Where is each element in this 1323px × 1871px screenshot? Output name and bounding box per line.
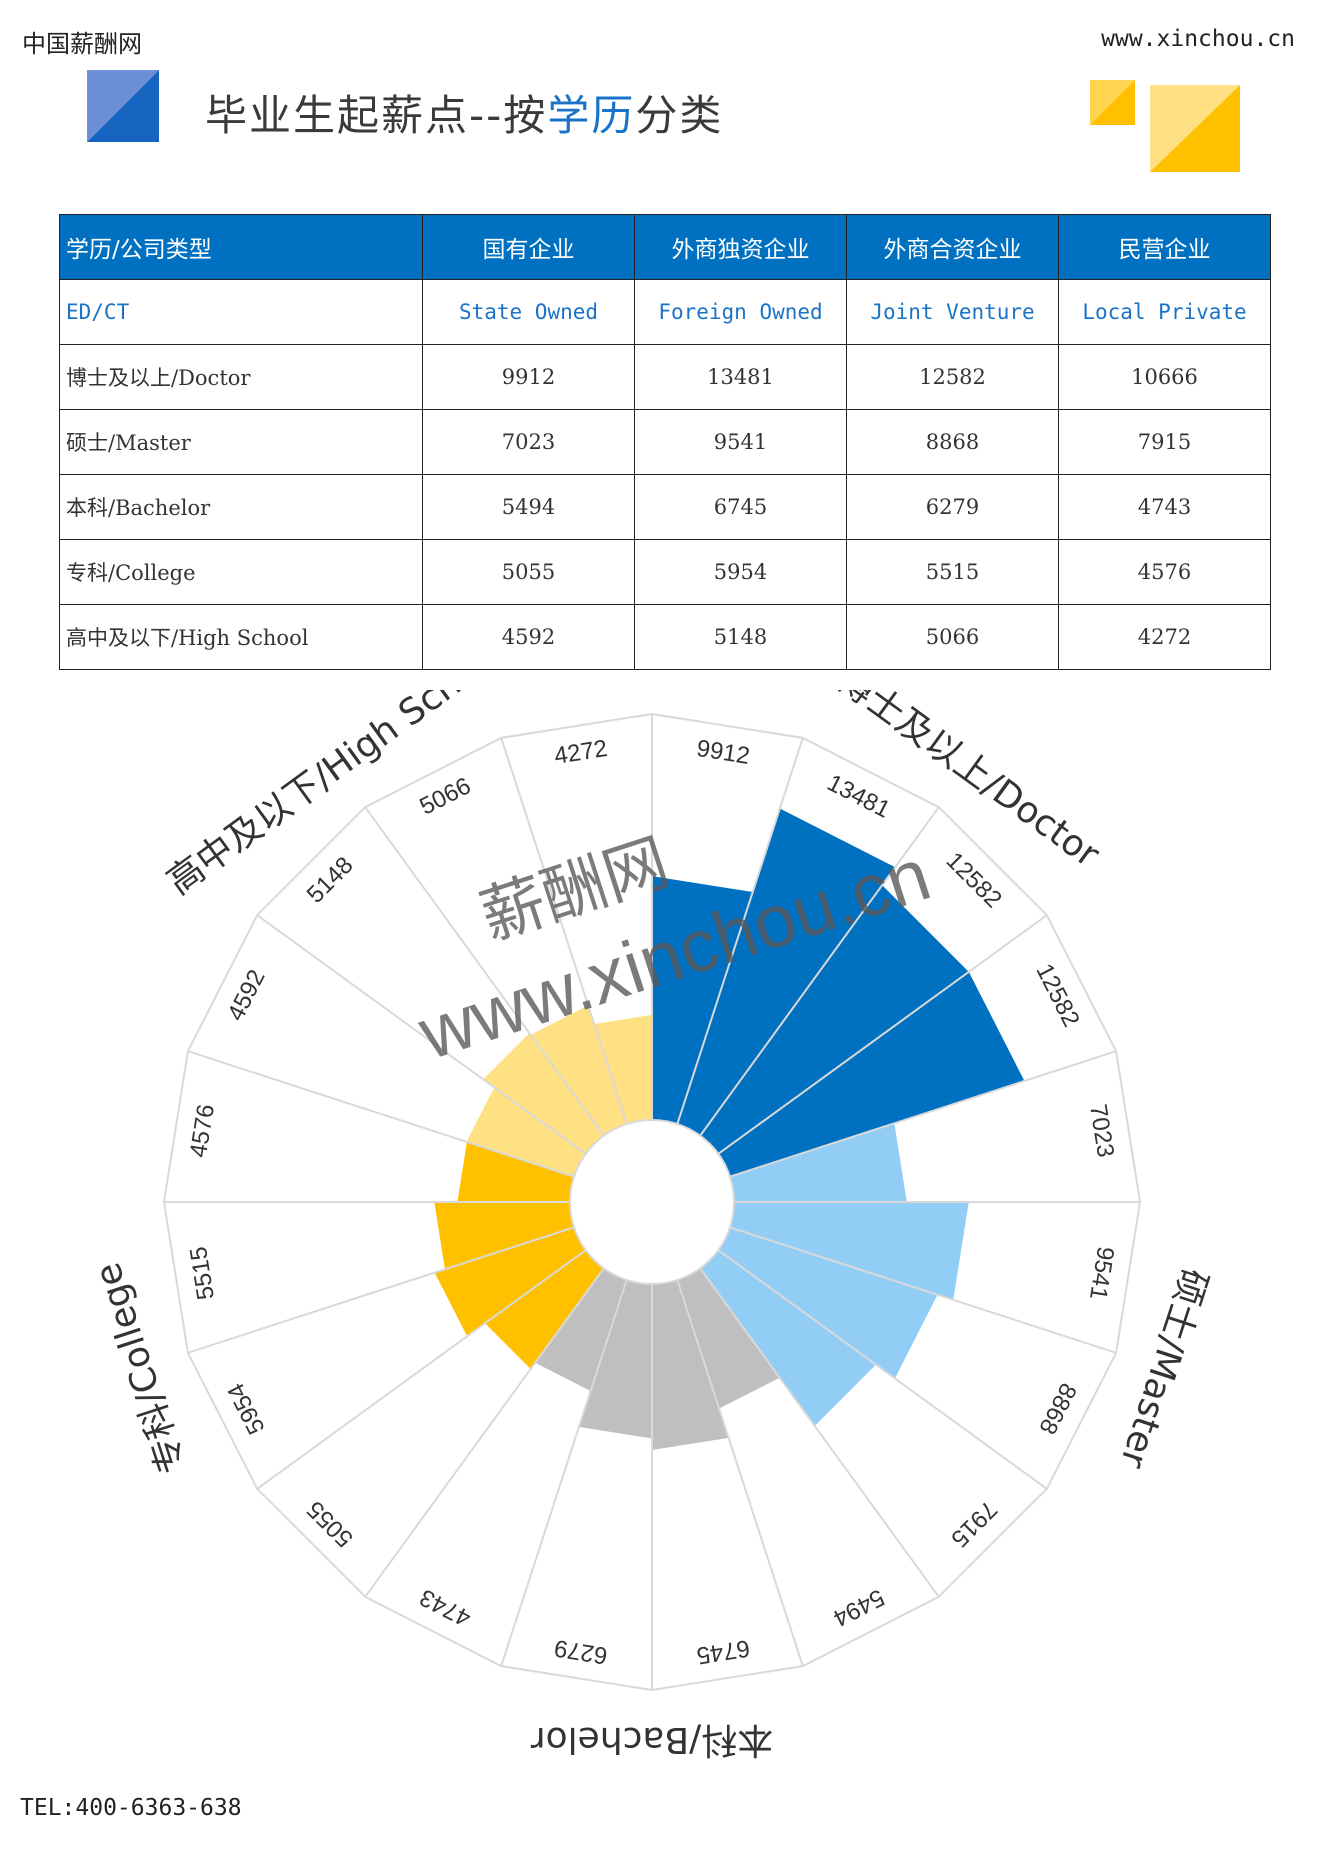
table-cell: 5954 <box>634 539 847 605</box>
data-label: 6279 <box>552 1634 609 1669</box>
salary-table: 学历/公司类型 国有企业 外商独资企业 外商合资企业 民营企业 ED/CT St… <box>59 214 1271 670</box>
table-cell: 5148 <box>634 604 847 670</box>
title-highlight: 学历 <box>547 91 636 140</box>
data-label: 4576 <box>185 1102 220 1159</box>
row-label: 硕士/Master <box>59 409 423 475</box>
table-header-en: ED/CT State Owned Foreign Owned Joint Ve… <box>59 279 1271 345</box>
row-label: 高中及以下/High School <box>59 604 423 670</box>
site-url[interactable]: www.xinchou.cn <box>1101 26 1295 52</box>
data-label: 6745 <box>695 1634 752 1669</box>
table-cell: 5066 <box>846 604 1059 670</box>
table-row: 硕士/Master 7023 9541 8868 7915 <box>59 409 1271 475</box>
header-cn-2: 外商独资企业 <box>634 214 847 280</box>
polar-bar <box>677 808 896 1136</box>
table-header-cn: 学历/公司类型 国有企业 外商独资企业 外商合资企业 民营企业 <box>59 214 1271 280</box>
table-cell: 5494 <box>422 474 635 540</box>
header-cn-3: 外商合资企业 <box>846 214 1059 280</box>
data-label: 8868 <box>1033 1379 1081 1439</box>
polar-bar <box>457 1141 575 1202</box>
logo-right-icon <box>1090 80 1240 172</box>
header-cn-4: 民营企业 <box>1058 214 1271 280</box>
table-cell: 7915 <box>1058 409 1271 475</box>
polar-bar-chart: 9912 13481 12582 12582 7023 9541 8868 7915 5494 6… <box>88 690 1215 1760</box>
data-label: 12582 <box>941 847 1007 913</box>
polar-bar <box>530 1005 627 1136</box>
polar-bar <box>466 1087 586 1177</box>
table-cell: 13481 <box>634 344 847 410</box>
data-label: 5515 <box>185 1245 220 1302</box>
table-cell: 4272 <box>1058 604 1271 670</box>
table-cell: 8868 <box>846 409 1059 475</box>
polar-bar <box>652 876 753 1125</box>
polar-bar <box>535 1268 627 1391</box>
data-label: 9541 <box>1084 1245 1119 1302</box>
table-cell: 4592 <box>422 604 635 670</box>
table-cell: 5515 <box>846 539 1059 605</box>
data-label: 7023 <box>1084 1102 1119 1159</box>
data-label: 4272 <box>552 735 609 770</box>
table-cell: 12582 <box>846 344 1059 410</box>
data-label: 7915 <box>945 1495 1002 1552</box>
polar-bar <box>434 1202 575 1270</box>
row-label: 本科/Bachelor <box>59 474 423 540</box>
table-row: 本科/Bachelor 5494 6745 6279 4743 <box>59 474 1271 540</box>
polar-bar <box>485 1250 604 1369</box>
header-cn-0: 学历/公司类型 <box>59 214 423 280</box>
data-label: 5066 <box>415 772 475 820</box>
header-en-1: State Owned <box>422 279 635 345</box>
header-cn-1: 国有企业 <box>422 214 635 280</box>
polar-bar <box>652 1279 729 1450</box>
group-label: 硕士/Master <box>1112 1263 1215 1473</box>
polar-bar <box>578 1279 652 1439</box>
polar-bar <box>483 1033 604 1154</box>
header-en-4: Local Private <box>1058 279 1271 345</box>
table-cell: 9541 <box>634 409 847 475</box>
group-label: 本科/Bachelor <box>531 1719 774 1760</box>
header-en-3: Joint Venture <box>846 279 1059 345</box>
data-label: 5055 <box>302 1495 359 1552</box>
logo-left-icon <box>87 70 159 142</box>
polar-bar <box>729 1123 907 1202</box>
header-en-2: Foreign Owned <box>634 279 847 345</box>
title-prefix: 毕业生起薪点--按 <box>205 91 548 140</box>
data-label: 5148 <box>302 852 359 909</box>
polar-bar <box>594 1014 652 1125</box>
polar-bar <box>677 1268 780 1409</box>
table-cell: 10666 <box>1058 344 1271 410</box>
data-label: 12582 <box>1030 960 1084 1032</box>
table-cell: 9912 <box>422 344 635 410</box>
table-row: 专科/College 5055 5954 5515 4576 <box>59 539 1271 605</box>
table-row: 高中及以下/High School 4592 5148 5066 4272 <box>59 604 1271 670</box>
table-cell: 4743 <box>1058 474 1271 540</box>
telephone: TEL:400-6363-638 <box>20 1795 242 1821</box>
polar-bar <box>700 885 969 1154</box>
polar-bar <box>434 1227 586 1337</box>
table-cell: 4576 <box>1058 539 1271 605</box>
data-label: 9912 <box>695 735 752 770</box>
data-label: 5494 <box>829 1583 889 1631</box>
header-en-0: ED/CT <box>59 279 423 345</box>
table-cell: 7023 <box>422 409 635 475</box>
table-cell: 6279 <box>846 474 1059 540</box>
chart-hub <box>569 1119 735 1285</box>
table-row: 博士及以上/Doctor 9912 13481 12582 10666 <box>59 344 1271 410</box>
polar-bar <box>729 1202 969 1300</box>
page-title: 毕业生起薪点--按学历分类 <box>205 82 723 143</box>
data-label: 4743 <box>415 1583 475 1631</box>
polar-bar <box>718 1227 938 1379</box>
polar-bar <box>700 1250 876 1426</box>
title-suffix: 分类 <box>635 91 724 140</box>
row-label: 博士及以上/Doctor <box>59 344 423 410</box>
table-cell: 6745 <box>634 474 847 540</box>
polar-bar <box>718 971 1025 1177</box>
data-label: 5954 <box>222 1379 270 1439</box>
site-name: 中国薪酬网 <box>22 30 142 58</box>
table-cell: 5055 <box>422 539 635 605</box>
data-label: 13481 <box>823 769 895 823</box>
data-label: 4592 <box>222 965 270 1025</box>
row-label: 专科/College <box>59 539 423 605</box>
